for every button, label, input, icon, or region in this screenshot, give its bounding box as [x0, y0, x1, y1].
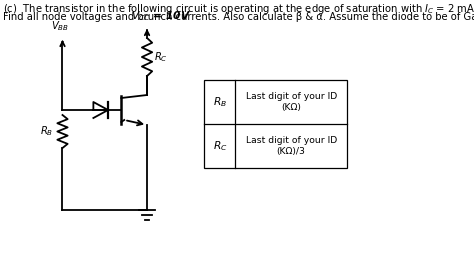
Text: Last digit of your ID
(KΩ)/3: Last digit of your ID (KΩ)/3	[246, 136, 337, 156]
Text: $V_{CC}$ = 10V: $V_{CC}$ = 10V	[131, 9, 191, 23]
Text: $R_C$: $R_C$	[155, 50, 168, 64]
Bar	[204, 80, 347, 168]
Text: $R_C$: $R_C$	[212, 139, 227, 153]
Text: $R_B$: $R_B$	[40, 125, 54, 138]
Text: $V_{BB}$: $V_{BB}$	[51, 19, 69, 33]
Text: $R_B$: $R_B$	[213, 95, 227, 109]
Text: Last digit of your ID
(KΩ): Last digit of your ID (KΩ)	[246, 92, 337, 112]
Text: (c)  The transistor in the following circuit is operating at the edge of saturat: (c) The transistor in the following circ…	[3, 2, 474, 16]
Text: Find all node voltages and brunch currents. Also calculate β & α. Assume the dio: Find all node voltages and brunch curren…	[3, 12, 474, 22]
